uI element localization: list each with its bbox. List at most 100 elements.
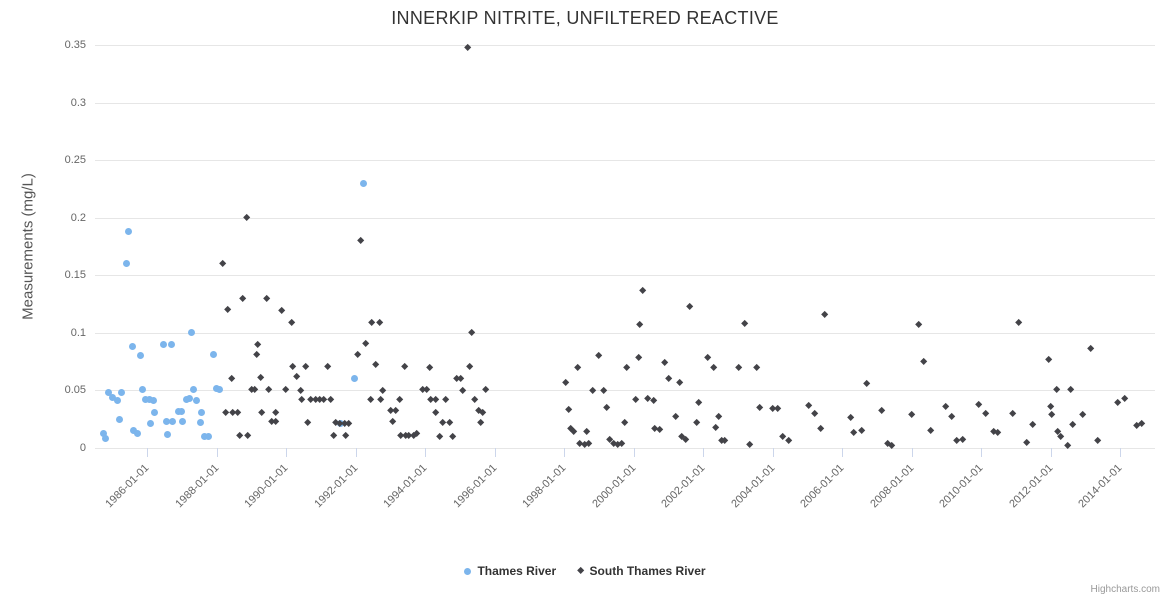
data-point-thames-river[interactable] [190,385,198,393]
data-point-thames-river[interactable] [210,351,217,359]
data-point-thames-river[interactable] [178,407,186,415]
data-point-south-thames-river[interactable] [324,362,332,371]
data-point-south-thames-river[interactable] [926,426,935,435]
data-point-south-thames-river[interactable] [649,396,658,405]
data-point-thames-river[interactable] [105,389,113,397]
data-point-south-thames-river[interactable] [589,386,597,395]
data-point-south-thames-river[interactable] [467,329,476,337]
data-point-south-thames-river[interactable] [1015,318,1023,327]
data-point-south-thames-river[interactable] [710,363,718,372]
data-point-thames-river[interactable] [136,352,144,360]
data-point-south-thames-river[interactable] [1047,410,1056,419]
data-point-south-thames-river[interactable] [277,307,286,315]
data-point-south-thames-river[interactable] [1068,421,1077,429]
data-point-south-thames-river[interactable] [1078,410,1087,419]
data-point-south-thames-river[interactable] [476,418,485,427]
data-point-south-thames-river[interactable] [293,372,301,381]
data-point-south-thames-river[interactable] [344,419,353,428]
data-point-south-thames-river[interactable] [272,408,280,417]
data-point-south-thames-river[interactable] [704,354,712,362]
data-point-south-thames-river[interactable] [784,437,793,445]
data-point-south-thames-river[interactable] [919,357,928,366]
data-point-south-thames-river[interactable] [432,395,440,404]
data-point-south-thames-river[interactable] [1114,399,1122,407]
data-point-south-thames-river[interactable] [816,424,825,433]
data-point-south-thames-river[interactable] [715,413,723,421]
data-point-south-thames-river[interactable] [752,363,761,372]
data-point-south-thames-river[interactable] [1086,345,1095,353]
data-point-south-thames-river[interactable] [914,320,923,329]
data-point-thames-river[interactable] [99,429,107,437]
data-point-south-thames-river[interactable] [242,213,251,222]
data-point-south-thames-river[interactable] [298,395,306,404]
data-point-south-thames-river[interactable] [631,395,640,404]
data-point-thames-river[interactable] [163,418,171,426]
data-point-south-thames-river[interactable] [449,432,457,441]
data-point-south-thames-river[interactable] [561,378,570,387]
data-point-south-thames-river[interactable] [846,414,855,422]
data-point-south-thames-river[interactable] [1056,432,1065,441]
legend-item-thames-river[interactable]: Thames River [464,564,556,578]
data-point-south-thames-river[interactable] [353,350,362,359]
data-point-south-thames-river[interactable] [466,362,474,371]
data-point-south-thames-river[interactable] [1046,402,1055,411]
data-point-south-thames-river[interactable] [366,395,375,404]
data-point-thames-river[interactable] [133,429,141,437]
data-point-south-thames-river[interactable] [863,379,871,388]
data-point-south-thames-river[interactable] [258,408,266,417]
data-point-thames-river[interactable] [159,340,167,348]
data-point-south-thames-river[interactable] [289,362,297,371]
data-point-south-thames-river[interactable] [262,294,271,303]
data-point-thames-river[interactable] [117,389,125,397]
data-point-thames-river[interactable] [150,408,158,416]
data-point-thames-river[interactable] [201,432,209,440]
data-point-south-thames-river[interactable] [595,352,603,360]
data-point-south-thames-river[interactable] [810,409,819,418]
data-point-thames-river[interactable] [186,394,194,402]
data-point-south-thames-river[interactable] [565,406,573,414]
data-point-south-thames-river[interactable] [297,386,305,395]
data-point-thames-river[interactable] [198,408,206,416]
data-point-south-thames-river[interactable] [982,409,990,418]
data-point-south-thames-river[interactable] [958,436,967,444]
data-point-south-thames-river[interactable] [459,386,467,395]
data-point-south-thames-river[interactable] [252,350,261,359]
data-point-south-thames-river[interactable] [426,363,434,372]
data-point-south-thames-river[interactable] [685,302,694,311]
data-point-thames-river[interactable] [128,343,136,351]
data-point-south-thames-river[interactable] [371,361,380,369]
data-point-south-thames-river[interactable] [569,428,578,436]
data-point-south-thames-river[interactable] [664,375,673,383]
data-point-south-thames-river[interactable] [692,418,701,427]
data-point-south-thames-river[interactable] [975,400,983,409]
data-point-south-thames-river[interactable] [238,294,247,303]
data-point-thames-river[interactable] [146,420,154,428]
data-point-south-thames-river[interactable] [243,431,252,440]
data-point-thames-river[interactable] [138,385,146,393]
data-point-thames-river[interactable] [216,385,224,393]
data-point-south-thames-river[interactable] [622,363,631,372]
data-point-south-thames-river[interactable] [1066,385,1075,394]
data-point-south-thames-river[interactable] [635,320,644,329]
data-point-south-thames-river[interactable] [634,354,643,362]
data-point-south-thames-river[interactable] [264,385,273,394]
data-point-south-thames-river[interactable] [694,399,703,407]
highcharts-credit-link[interactable]: Highcharts.com [1090,584,1160,595]
data-point-thames-river[interactable] [113,397,121,405]
data-point-south-thames-river[interactable] [253,340,262,349]
data-point-thames-river[interactable] [164,430,172,438]
data-point-south-thames-river[interactable] [223,306,232,314]
data-point-south-thames-river[interactable] [858,426,866,435]
data-point-south-thames-river[interactable] [227,375,236,383]
data-point-south-thames-river[interactable] [391,407,400,415]
data-point-thames-river[interactable] [174,407,182,415]
data-point-south-thames-river[interactable] [741,319,749,328]
data-point-south-thames-river[interactable] [655,425,664,434]
data-point-south-thames-river[interactable] [941,402,950,411]
data-point-south-thames-river[interactable] [1009,409,1017,418]
data-point-thames-river[interactable] [205,432,213,440]
data-point-thames-river[interactable] [179,418,187,426]
data-point-thames-river[interactable] [167,340,175,348]
data-point-south-thames-river[interactable] [735,363,743,372]
data-point-south-thames-river[interactable] [329,431,338,440]
